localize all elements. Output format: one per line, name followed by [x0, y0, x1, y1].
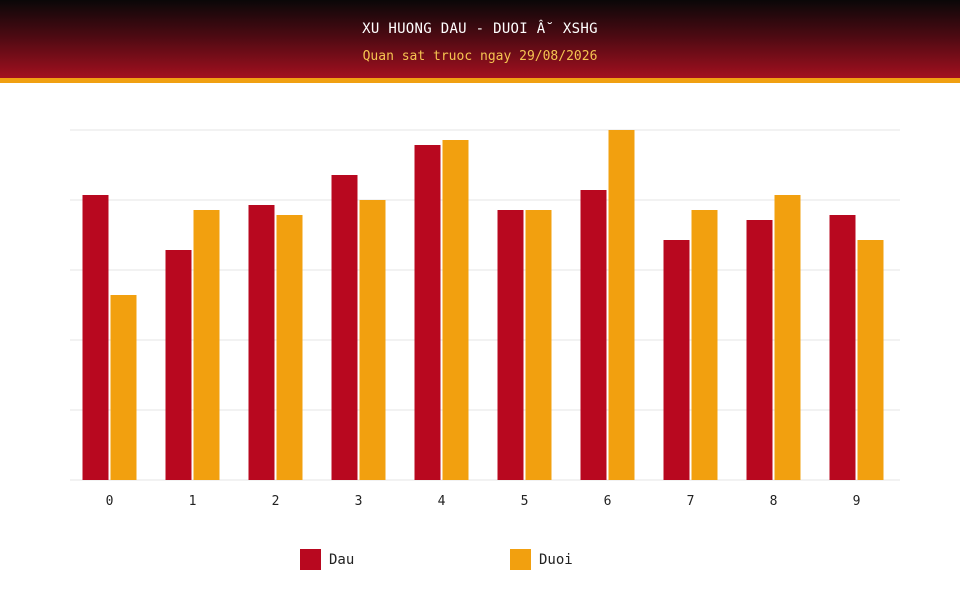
bar-dau-9	[829, 215, 856, 480]
x-tick-label-4: 4	[438, 494, 446, 509]
x-tick-label-7: 7	[687, 494, 695, 509]
legend-label-duoi: Duoi	[539, 552, 573, 568]
bar-chart: 0 1 2 3 4 5 6 7 8 9	[70, 129, 900, 509]
x-tick-label-9: 9	[853, 494, 861, 509]
x-tick-labels: 0 1 2 3 4 5 6 7 8 9	[106, 494, 861, 509]
bars	[82, 130, 884, 480]
bar-dau-5	[497, 210, 524, 480]
bar-dau-1	[165, 250, 192, 480]
chart-subtitle: Quan sat truoc ngay 29/08/2026	[362, 49, 598, 64]
legend-swatch-dau	[300, 549, 321, 570]
bar-dau-3	[331, 175, 358, 480]
bar-duoi-8	[774, 195, 801, 480]
legend-swatch-duoi	[510, 549, 531, 570]
bar-dau-7	[663, 240, 690, 480]
chart-title: XU HUONG DAU - DUOI Â˘ XSHG	[362, 21, 598, 37]
bar-duoi-6	[608, 130, 635, 480]
x-tick-label-0: 0	[106, 494, 114, 509]
header-accent-stripe	[0, 78, 960, 83]
header-banner	[0, 0, 960, 78]
x-tick-label-3: 3	[355, 494, 363, 509]
x-tick-label-8: 8	[770, 494, 778, 509]
bar-duoi-9	[857, 240, 884, 480]
bar-duoi-3	[359, 200, 386, 480]
bar-duoi-7	[691, 210, 718, 480]
bar-duoi-4	[442, 140, 469, 480]
x-tick-label-6: 6	[604, 494, 612, 509]
x-tick-label-1: 1	[189, 494, 197, 509]
x-tick-label-2: 2	[272, 494, 280, 509]
bar-duoi-5	[525, 210, 552, 480]
bar-duoi-2	[276, 215, 303, 480]
bar-dau-4	[414, 145, 441, 480]
bar-duoi-1	[193, 210, 220, 480]
bar-duoi-0	[110, 295, 137, 480]
legend-label-dau: Dau	[329, 552, 355, 568]
bar-dau-6	[580, 190, 607, 480]
bar-dau-0	[82, 195, 109, 480]
bar-dau-2	[248, 205, 275, 480]
x-tick-label-5: 5	[521, 494, 529, 509]
bar-dau-8	[746, 220, 773, 480]
